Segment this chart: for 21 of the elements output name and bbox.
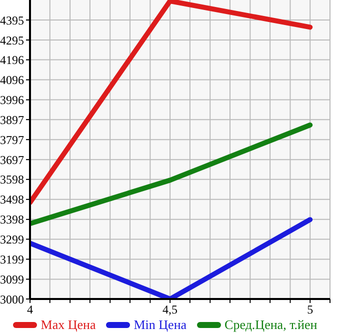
legend-label: Сред.Цена, т.йен (224, 317, 318, 333)
y-tick-label: 3598 (0, 172, 24, 187)
y-tick-label: 3000 (0, 292, 24, 306)
y-tick-label: 3398 (0, 212, 24, 227)
y-tick-label: 4196 (0, 53, 24, 68)
y-tick-label: 3797 (0, 132, 24, 147)
y-tick-label: 4395 (0, 13, 24, 28)
legend-label: Max Цена (40, 317, 96, 333)
y-tick-label: 4096 (0, 73, 24, 88)
y-tick-label: 3299 (0, 232, 24, 246)
y-tick-label: 3099 (0, 272, 24, 286)
y-tick-label: 3199 (0, 252, 24, 266)
y-tick-label: 3498 (0, 192, 24, 207)
y-tick-label: 4295 (0, 33, 24, 48)
x-tick-label: 4,5 (162, 302, 178, 317)
y-tick-label: 3996 (0, 93, 24, 108)
legend-label: Min Цена (132, 317, 187, 333)
x-tick-label: 5 (307, 302, 314, 317)
y-tick-label: 3697 (0, 152, 24, 167)
y-tick-label: 3897 (0, 112, 24, 127)
x-tick-label: 4 (27, 302, 33, 317)
